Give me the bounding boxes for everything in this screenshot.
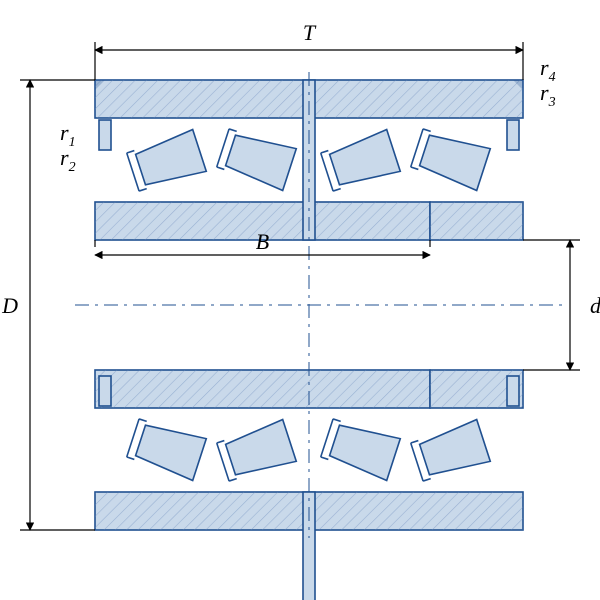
D-label: D — [1, 293, 18, 318]
T-label: T — [303, 20, 317, 45]
B-label: B — [256, 229, 269, 254]
d-label: d — [590, 293, 600, 318]
